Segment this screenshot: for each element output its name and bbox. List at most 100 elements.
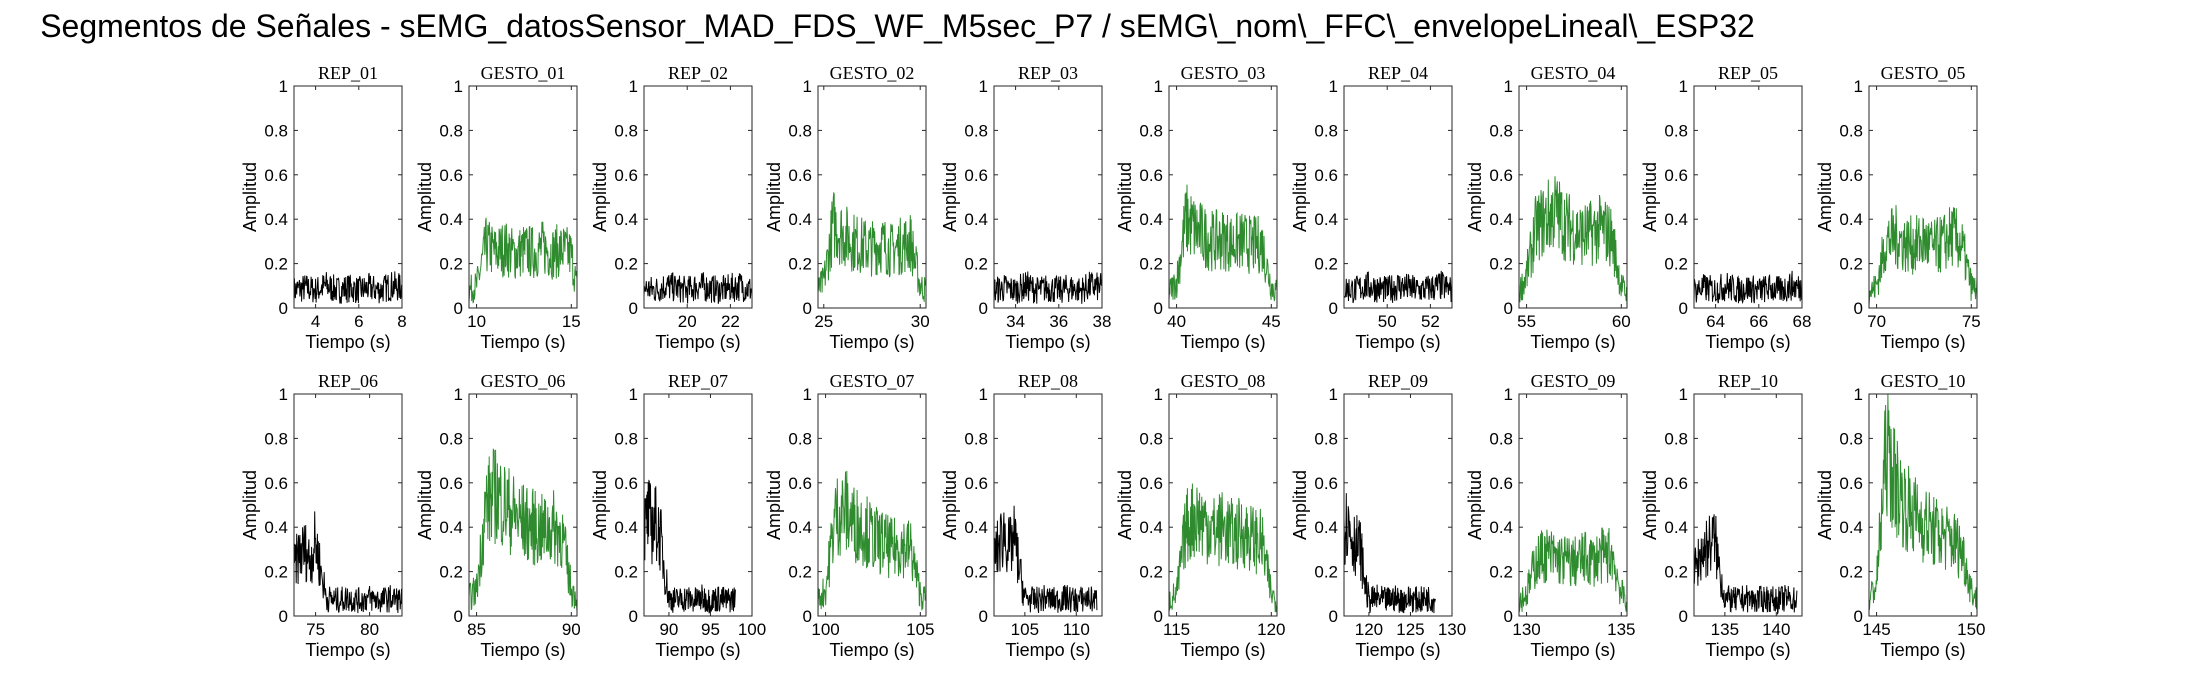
y-tick-label: 0.8 <box>1839 121 1863 140</box>
x-axis-label: Tiempo (s) <box>1705 332 1790 352</box>
y-tick-label: 0 <box>1854 299 1863 318</box>
subplot-title: GESTO_01 <box>481 63 566 83</box>
y-tick-label: 0 <box>1854 607 1863 626</box>
y-axis-label: Amplitud <box>1290 162 1310 232</box>
y-tick-label: 0 <box>1329 299 1338 318</box>
x-tick-label: 135 <box>1607 620 1635 639</box>
y-tick-label: 0 <box>1504 299 1513 318</box>
figure-title: Segmentos de Señales - sEMG_datosSensor_… <box>40 8 1755 44</box>
x-tick-label: 130 <box>1438 620 1466 639</box>
y-tick-label: 0.8 <box>1489 429 1513 448</box>
x-tick-label: 36 <box>1049 312 1068 331</box>
y-tick-label: 1 <box>1329 385 1338 404</box>
y-tick-label: 0.8 <box>1664 429 1688 448</box>
y-tick-label: 0.6 <box>1139 166 1163 185</box>
y-axis-label: Amplitud <box>415 470 435 540</box>
y-tick-label: 0.6 <box>1139 474 1163 493</box>
signal-trace <box>817 191 927 302</box>
x-axis-label: Tiempo (s) <box>829 640 914 660</box>
y-tick-label: 1 <box>1154 385 1163 404</box>
y-tick-label: 0.6 <box>439 474 463 493</box>
x-tick-label: 40 <box>1167 312 1186 331</box>
y-tick-label: 1 <box>1854 385 1863 404</box>
y-tick-label: 0.6 <box>614 166 638 185</box>
y-tick-label: 0.2 <box>1839 255 1863 274</box>
x-axis-label: Tiempo (s) <box>305 640 390 660</box>
y-tick-label: 0.6 <box>788 166 812 185</box>
signal-trace <box>643 272 753 304</box>
x-axis-label: Tiempo (s) <box>480 332 565 352</box>
y-axis-label: Amplitud <box>1640 162 1660 232</box>
y-tick-label: 0.4 <box>614 518 638 537</box>
plot-frame <box>1868 85 1978 309</box>
x-tick-label: 6 <box>354 312 363 331</box>
x-tick-label: 105 <box>1011 620 1039 639</box>
y-axis-label: Amplitud <box>240 162 260 232</box>
y-tick-label: 0.4 <box>1314 518 1338 537</box>
plot-frame <box>293 85 403 309</box>
y-axis-label: Amplitud <box>1290 470 1310 540</box>
y-tick-label: 0.4 <box>439 518 463 537</box>
x-axis-label: Tiempo (s) <box>1355 332 1440 352</box>
plot-frame <box>1518 85 1628 309</box>
x-axis-label: Tiempo (s) <box>829 332 914 352</box>
signal-trace <box>1693 514 1798 616</box>
x-axis-label: Tiempo (s) <box>1705 640 1790 660</box>
y-tick-label: 0.8 <box>614 429 638 448</box>
subplot-title: GESTO_09 <box>1531 371 1616 391</box>
x-axis-label: Tiempo (s) <box>1880 332 1965 352</box>
y-tick-label: 0.4 <box>964 518 988 537</box>
y-tick-label: 0.4 <box>1664 518 1688 537</box>
x-tick-label: 66 <box>1749 312 1768 331</box>
y-tick-label: 0.8 <box>788 429 812 448</box>
y-tick-label: 0.8 <box>264 429 288 448</box>
x-tick-label: 75 <box>1962 312 1981 331</box>
y-tick-label: 0.2 <box>1314 563 1338 582</box>
y-tick-label: 0 <box>979 299 988 318</box>
y-tick-label: 0 <box>454 299 463 318</box>
y-axis-label: Amplitud <box>1465 162 1485 232</box>
plot-frame <box>1518 393 1628 617</box>
y-tick-label: 0.6 <box>1489 166 1513 185</box>
y-tick-label: 0 <box>1504 607 1513 626</box>
y-axis-label: Amplitud <box>240 470 260 540</box>
x-axis-label: Tiempo (s) <box>655 332 740 352</box>
subplot-rep-01: REP_01 0 0.2 0.4 0.6 0.8 1 4 6 8 Tiempo (s) Amplitu… <box>240 63 407 352</box>
y-tick-label: 0.6 <box>439 166 463 185</box>
y-tick-label: 1 <box>979 385 988 404</box>
signal-trace <box>1693 270 1803 305</box>
y-tick-label: 0 <box>279 607 288 626</box>
x-tick-label: 70 <box>1867 312 1886 331</box>
x-axis-label: Tiempo (s) <box>1180 640 1265 660</box>
y-axis-label: Amplitud <box>1465 470 1485 540</box>
y-tick-label: 0.8 <box>1314 429 1338 448</box>
y-axis-label: Amplitud <box>764 162 784 232</box>
y-tick-label: 0.2 <box>1314 255 1338 274</box>
y-tick-label: 0.6 <box>1314 474 1338 493</box>
y-tick-label: 0.6 <box>788 474 812 493</box>
y-tick-label: 0.4 <box>1839 518 1863 537</box>
y-axis-label: Amplitud <box>764 470 784 540</box>
x-tick-label: 100 <box>811 620 839 639</box>
y-tick-label: 1 <box>279 385 288 404</box>
signal-trace <box>817 470 927 614</box>
y-tick-label: 0.4 <box>1139 210 1163 229</box>
y-tick-label: 1 <box>1504 385 1513 404</box>
y-tick-label: 0.2 <box>1664 563 1688 582</box>
y-tick-label: 0.4 <box>614 210 638 229</box>
y-tick-label: 0 <box>1679 607 1688 626</box>
y-tick-label: 1 <box>803 77 812 96</box>
y-tick-label: 0.4 <box>1489 518 1513 537</box>
y-tick-label: 0.8 <box>439 429 463 448</box>
x-axis-label: Tiempo (s) <box>655 640 740 660</box>
y-tick-label: 0 <box>803 607 812 626</box>
y-axis-label: Amplitud <box>1815 162 1835 232</box>
x-tick-label: 110 <box>1063 620 1090 639</box>
